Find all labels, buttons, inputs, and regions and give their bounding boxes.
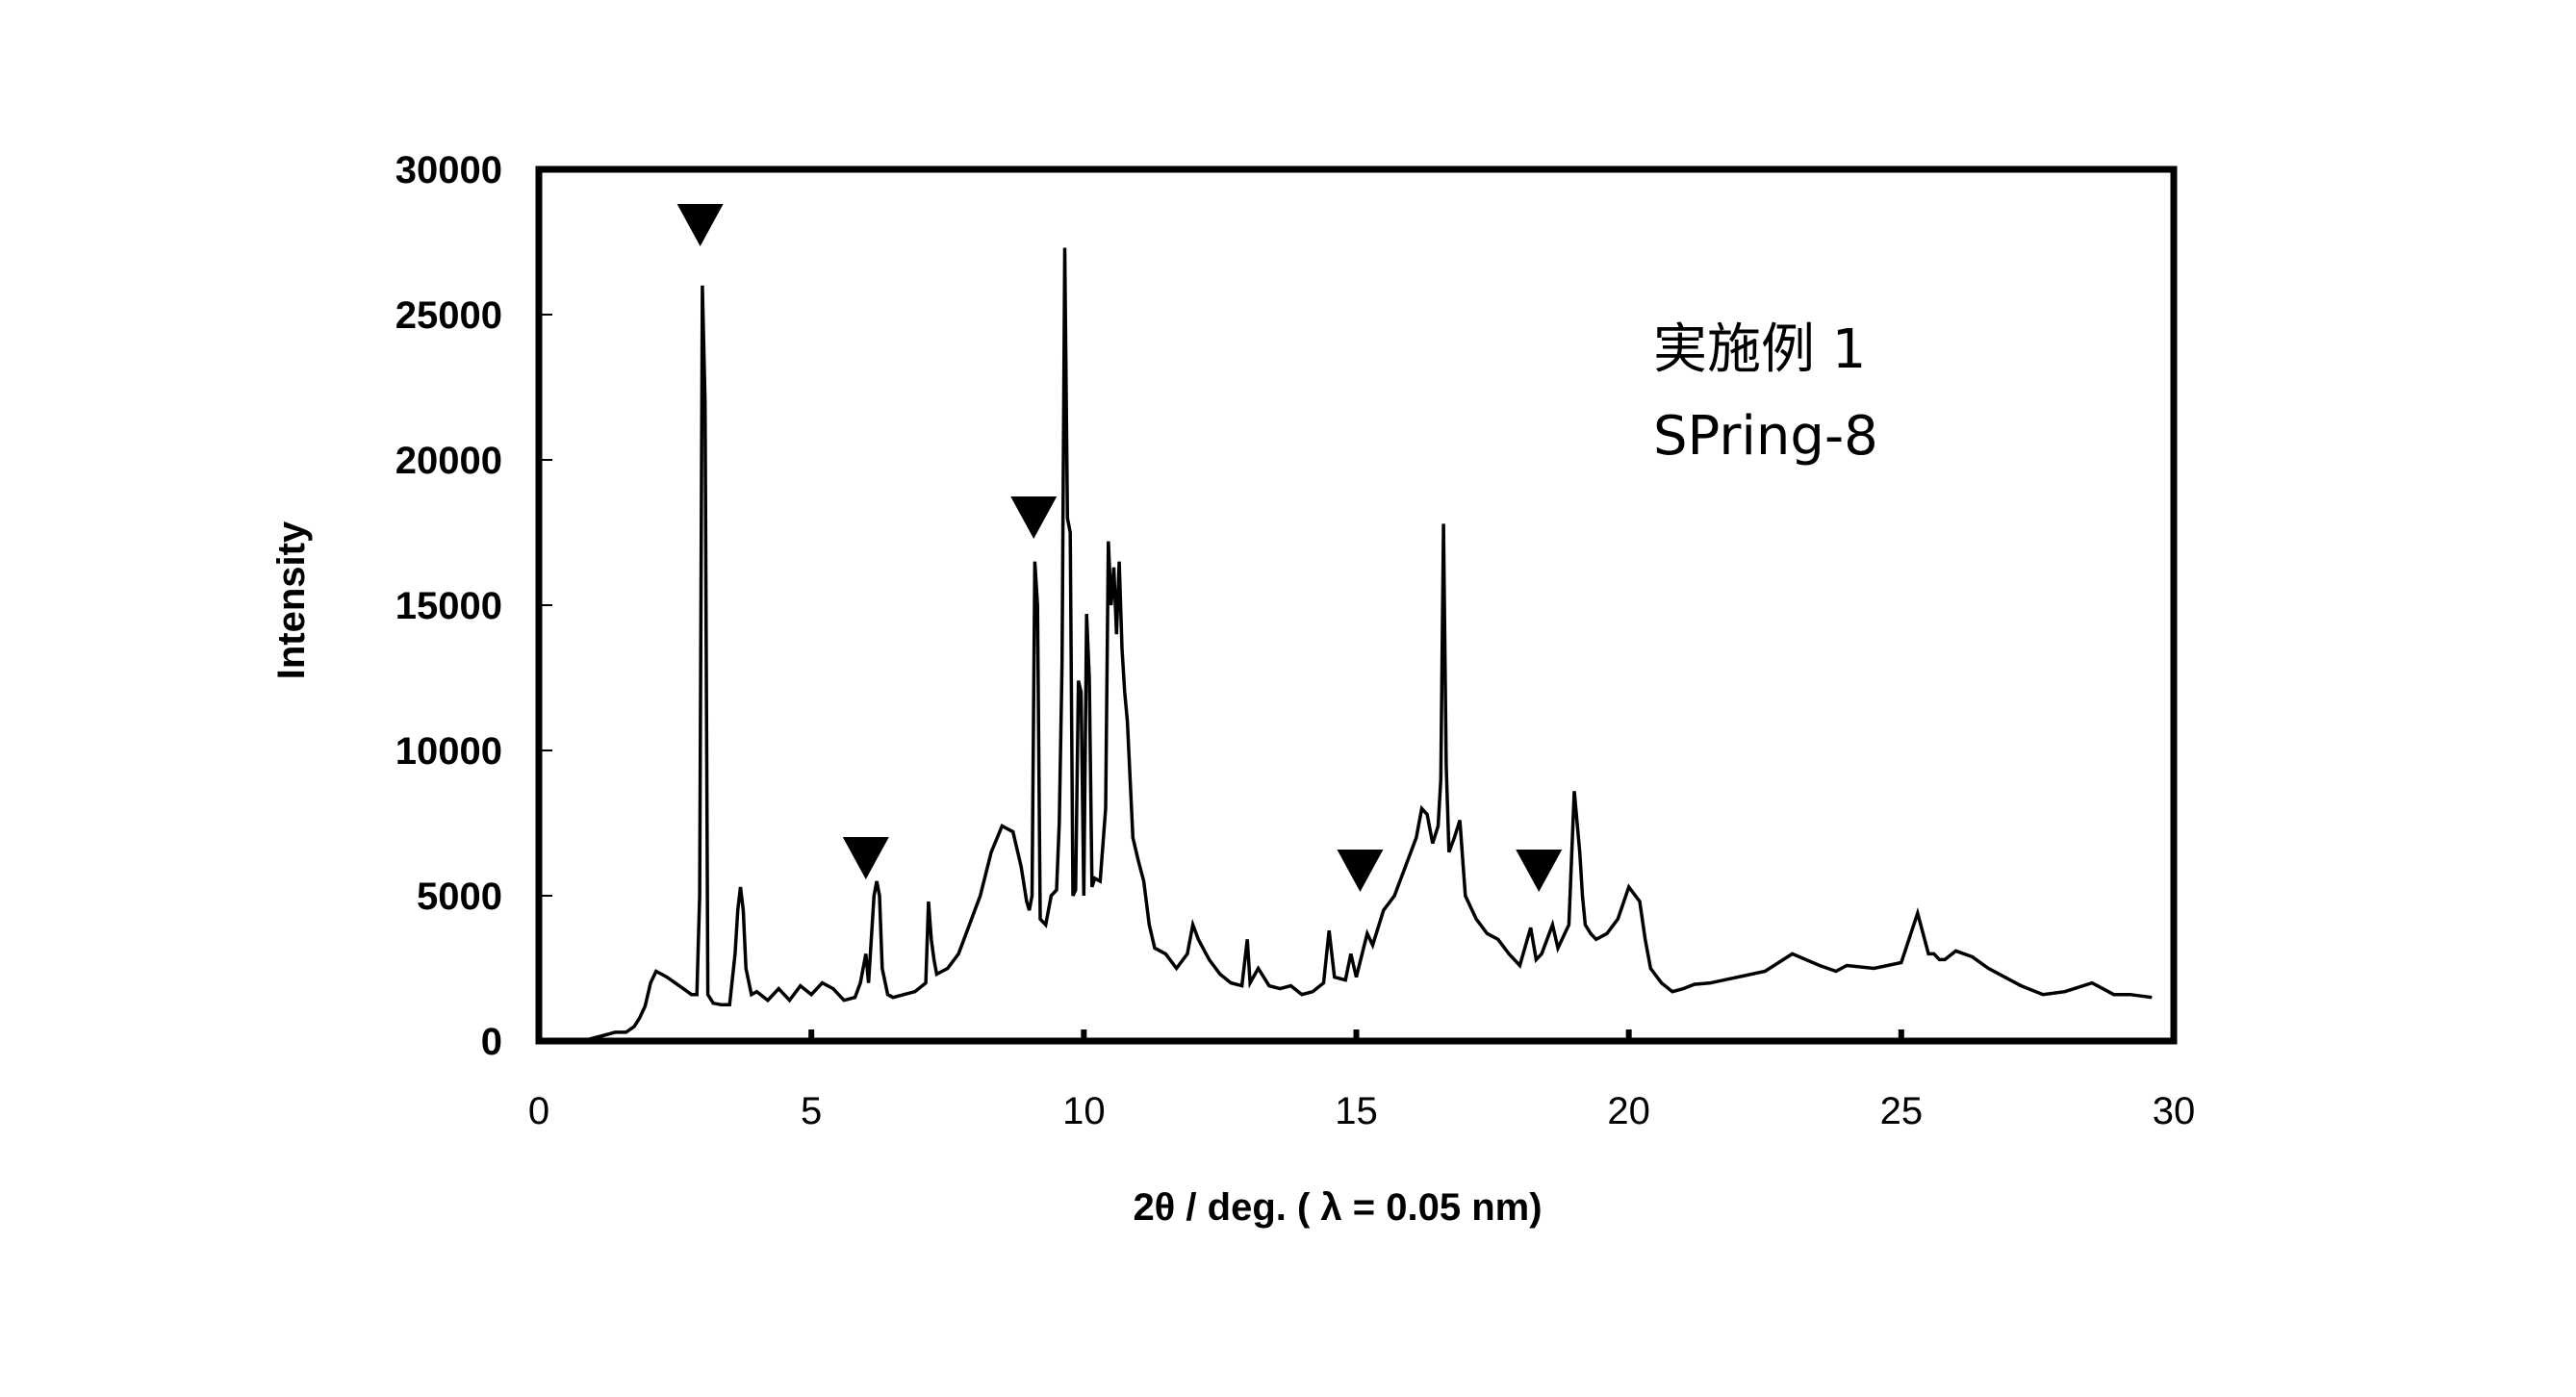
x-tick-label: 10 (1062, 1090, 1106, 1132)
y-tick-label: 20000 (395, 440, 502, 482)
annotation-example-label: 実施例 1 (1653, 318, 1866, 381)
x-tick-label: 20 (1607, 1090, 1650, 1132)
y-tick-label: 10000 (395, 730, 502, 773)
annotation-source-label: SPring-8 (1653, 405, 1878, 468)
x-tick-label: 0 (528, 1090, 549, 1132)
x-axis-title: 2θ / deg. ( λ = 0.05 nm) (1133, 1186, 1542, 1229)
y-tick-label: 30000 (395, 149, 502, 191)
y-tick-label: 15000 (395, 585, 502, 627)
y-axis-title: Intensity (270, 521, 313, 679)
y-tick-label: 25000 (395, 294, 502, 337)
y-tick-label: 5000 (417, 876, 502, 918)
xrd-chart: 0 5000 10000 15000 20000 25000 30000 0 5 10 15 20 2… (0, 0, 2576, 1397)
x-tick-label: 25 (1880, 1090, 1924, 1132)
x-tick-label: 15 (1335, 1090, 1378, 1132)
x-tick-label: 5 (801, 1090, 822, 1132)
x-tick-label: 30 (2153, 1090, 2196, 1132)
y-tick-label: 0 (481, 1021, 502, 1063)
